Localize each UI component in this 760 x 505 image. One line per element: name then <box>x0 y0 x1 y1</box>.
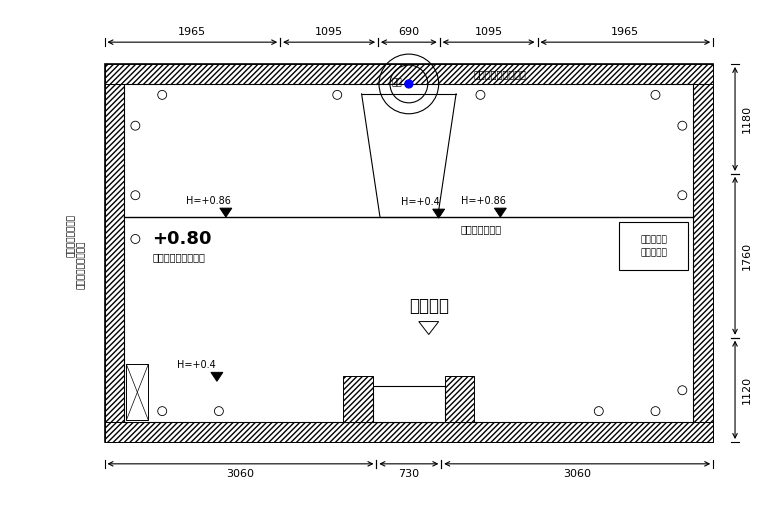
Text: H=+0.4: H=+0.4 <box>401 197 439 207</box>
Bar <box>105 64 713 442</box>
Text: 口用板封盖: 口用板封盖 <box>640 248 667 258</box>
Text: 外側洞口满携防护栏: 外側洞口满携防护栏 <box>473 69 527 79</box>
Text: 1095: 1095 <box>474 27 502 37</box>
Bar <box>373 386 445 422</box>
Text: H=+0.86: H=+0.86 <box>186 196 231 206</box>
Bar <box>105 64 713 84</box>
Bar <box>445 376 474 422</box>
Bar <box>344 376 373 422</box>
Text: 1095: 1095 <box>315 27 343 37</box>
Bar <box>125 84 693 422</box>
Text: +0.80: +0.80 <box>152 230 212 248</box>
Text: H=+0.86: H=+0.86 <box>461 196 505 206</box>
Text: 1760: 1760 <box>742 242 752 270</box>
Polygon shape <box>432 209 445 218</box>
Text: 690: 690 <box>398 27 420 37</box>
Text: 1965: 1965 <box>179 27 207 37</box>
Polygon shape <box>220 208 232 217</box>
Text: 拆除过程洞: 拆除过程洞 <box>640 235 667 244</box>
Bar <box>105 422 713 442</box>
Text: H=+0.4: H=+0.4 <box>177 361 216 370</box>
Text: 1120: 1120 <box>742 376 752 404</box>
Bar <box>126 365 148 420</box>
Circle shape <box>405 80 413 88</box>
Text: 建筑屋面: 建筑屋面 <box>409 296 448 315</box>
Text: 1180: 1180 <box>742 105 752 133</box>
Text: 防护栏与女儿墙拉: 防护栏与女儿墙拉 <box>67 214 76 257</box>
Polygon shape <box>494 208 506 217</box>
Text: 钓钒: 钓钒 <box>391 78 402 87</box>
Text: 钓钒安装洞口部: 钓钒安装洞口部 <box>461 224 502 234</box>
Text: 3060: 3060 <box>563 469 591 479</box>
Text: 1965: 1965 <box>611 27 639 37</box>
Text: 接习水平杆、竖立杆: 接习水平杆、竖立杆 <box>78 241 86 289</box>
Bar <box>105 84 125 422</box>
Text: 730: 730 <box>398 469 420 479</box>
Polygon shape <box>211 372 223 381</box>
Bar <box>619 222 689 270</box>
Text: 3060: 3060 <box>226 469 255 479</box>
Bar <box>693 84 713 422</box>
Text: 防护栏水平杆、立杆: 防护栏水平杆、立杆 <box>152 252 205 262</box>
